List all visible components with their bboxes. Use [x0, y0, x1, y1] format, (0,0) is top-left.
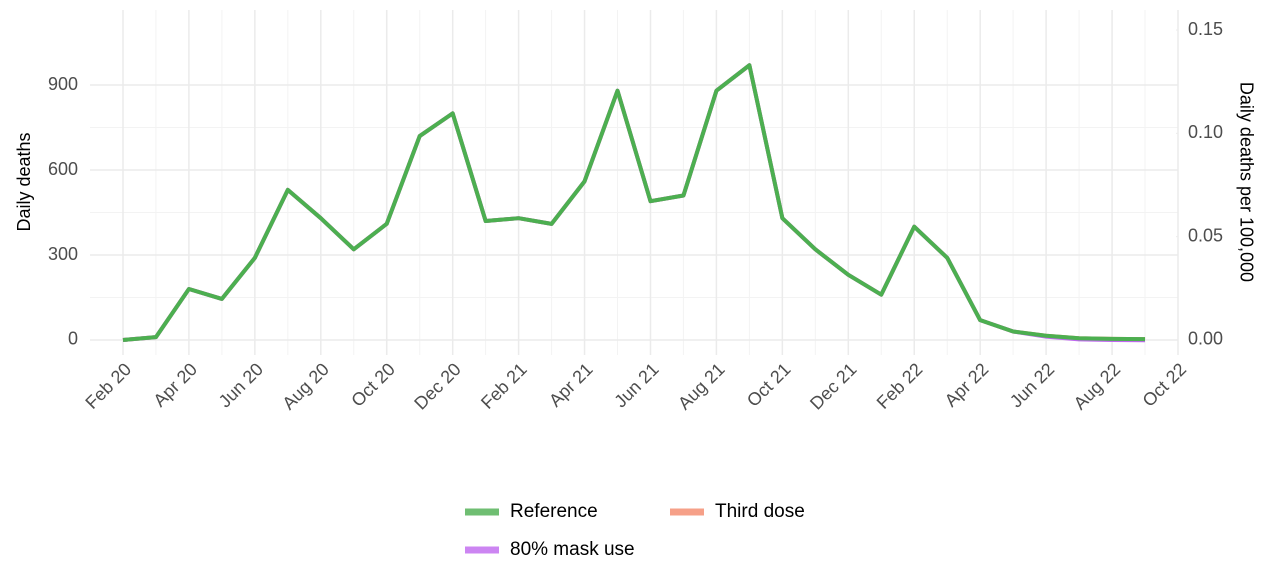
x-tick-label: Feb 22 — [873, 359, 927, 413]
x-tick-label: Apr 22 — [941, 359, 993, 411]
x-tick-label: Oct 21 — [743, 359, 795, 411]
y2-axis-title: Daily deaths per 100,000 — [1236, 82, 1256, 282]
x-tick-label: Aug 20 — [278, 359, 332, 413]
y-tick-label: 600 — [48, 159, 78, 179]
legend-label: Reference — [510, 501, 598, 522]
series-line — [122, 63, 1146, 343]
series-line — [122, 63, 1146, 342]
x-tick-label: Jun 21 — [610, 359, 662, 411]
y-tick-label: 0 — [68, 329, 78, 349]
x-tick-label: Oct 22 — [1139, 359, 1191, 411]
x-tick-label: Apr 20 — [149, 359, 201, 411]
x-tick-label: Aug 22 — [1070, 359, 1124, 413]
legend-label: Third dose — [715, 501, 805, 522]
x-tick-label: Jun 20 — [215, 359, 267, 411]
y2-tick-label: 0.10 — [1188, 122, 1223, 142]
x-tick-label: Aug 21 — [674, 359, 728, 413]
y-tick-label: 300 — [48, 244, 78, 264]
x-tick-label: Apr 21 — [545, 359, 597, 411]
y2-tick-label: 0.00 — [1188, 329, 1223, 349]
x-tick-label: Jun 22 — [1006, 359, 1058, 411]
y-tick-label: 900 — [48, 74, 78, 94]
y-axis-title: Daily deaths — [14, 132, 34, 231]
x-tick-label: Dec 20 — [410, 359, 464, 413]
y2-tick-label: 0.05 — [1188, 225, 1223, 245]
x-tick-label: Dec 21 — [806, 359, 860, 413]
x-tick-label: Feb 20 — [81, 359, 135, 413]
x-tick-label: Feb 21 — [477, 359, 531, 413]
legend-label: 80% mask use — [510, 539, 635, 560]
series-line — [122, 63, 1146, 342]
x-tick-label: Oct 20 — [347, 359, 399, 411]
y2-tick-label: 0.15 — [1188, 19, 1223, 39]
